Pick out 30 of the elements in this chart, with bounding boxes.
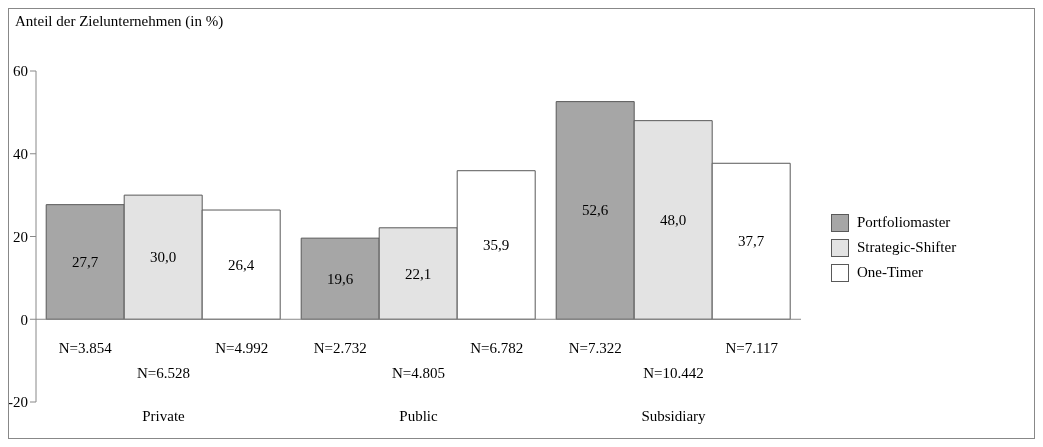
annotation: N=6.782 [469, 339, 525, 359]
data-label: 30,0 [150, 249, 177, 266]
data-label: 19,6 [327, 270, 354, 287]
annotation: N=4.992 [214, 339, 270, 359]
annotation: N=7.322 [567, 339, 623, 359]
y-tick-label: 0 [20, 311, 28, 328]
y-axis-title: Anteil der Zielunternehmen (in %) [15, 13, 224, 30]
legend-label: Portfoliomaster [857, 214, 951, 232]
legend-label: One-Timer [857, 264, 924, 282]
data-label: 52,6 [582, 202, 609, 219]
y-tick-label: 60 [13, 63, 28, 80]
y-tick-label: 20 [13, 228, 28, 245]
x-tick-label: Public [399, 407, 439, 424]
data-label: 27,7 [72, 253, 99, 270]
data-label: 48,0 [660, 211, 687, 228]
data-label: 26,4 [228, 256, 255, 273]
annotation: N=2.732 [312, 339, 368, 359]
x-tick-label: Private [142, 407, 186, 424]
data-label: 37,7 [738, 233, 765, 250]
y-tick-label: -20 [8, 394, 28, 411]
x-tick-label: Subsidiary [641, 407, 707, 424]
data-label: 35,9 [483, 236, 510, 253]
legend-label: Strategic-Shifter [857, 239, 957, 257]
annotation: N=10.442 [642, 364, 705, 384]
annotation: N=3.854 [57, 339, 113, 359]
data-label: 22,1 [405, 265, 432, 282]
annotation: N=7.117 [724, 339, 779, 359]
annotation: N=6.528 [135, 364, 191, 384]
y-tick-label: 40 [13, 146, 28, 163]
annotation: N=4.805 [390, 364, 446, 384]
